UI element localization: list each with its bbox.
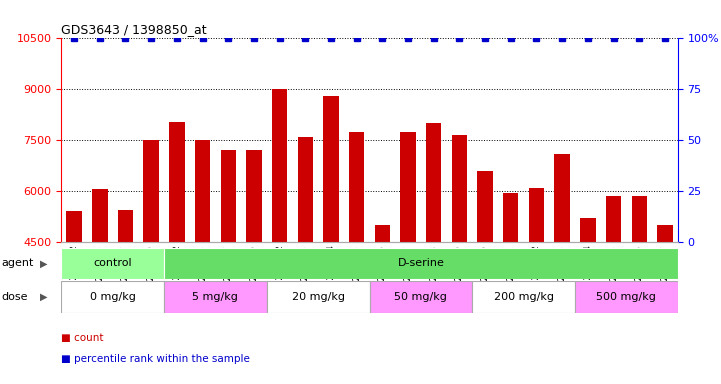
Bar — [61, 248, 164, 279]
Bar — [66, 211, 82, 384]
Text: 50 mg/kg: 50 mg/kg — [394, 292, 447, 302]
Bar — [400, 132, 416, 384]
Text: control: control — [93, 258, 132, 268]
Text: GDS3643 / 1398850_at: GDS3643 / 1398850_at — [61, 23, 207, 36]
Bar — [221, 151, 236, 384]
Bar — [349, 132, 364, 384]
Bar — [272, 89, 288, 384]
Text: ▶: ▶ — [40, 258, 47, 268]
Text: D-serine: D-serine — [397, 258, 444, 268]
Text: 500 mg/kg: 500 mg/kg — [596, 292, 656, 302]
Bar — [118, 210, 133, 384]
Bar — [370, 281, 472, 313]
Text: dose: dose — [1, 292, 28, 302]
Bar — [632, 196, 647, 384]
Bar — [528, 188, 544, 384]
Text: ■ percentile rank within the sample: ■ percentile rank within the sample — [61, 354, 250, 364]
Text: 5 mg/kg: 5 mg/kg — [193, 292, 239, 302]
Bar — [451, 135, 467, 384]
Bar — [554, 154, 570, 384]
Text: ▶: ▶ — [40, 292, 47, 302]
Bar — [323, 96, 339, 384]
Bar — [426, 123, 441, 384]
Bar — [606, 196, 622, 384]
Text: ■ count: ■ count — [61, 333, 104, 343]
Bar — [472, 281, 575, 313]
Bar — [164, 248, 678, 279]
Bar — [477, 171, 493, 384]
Bar — [575, 281, 678, 313]
Text: 0 mg/kg: 0 mg/kg — [89, 292, 136, 302]
Bar — [503, 193, 518, 384]
Bar — [61, 281, 164, 313]
Bar — [92, 189, 107, 384]
Text: 20 mg/kg: 20 mg/kg — [291, 292, 345, 302]
Bar — [169, 121, 185, 384]
Bar — [298, 137, 313, 384]
Bar — [375, 225, 390, 384]
Bar — [580, 218, 596, 384]
Bar — [267, 281, 370, 313]
Text: agent: agent — [1, 258, 34, 268]
Bar — [143, 140, 159, 384]
Bar — [247, 151, 262, 384]
Bar — [164, 281, 267, 313]
Bar — [658, 225, 673, 384]
Text: 200 mg/kg: 200 mg/kg — [494, 292, 554, 302]
Bar — [195, 140, 211, 384]
